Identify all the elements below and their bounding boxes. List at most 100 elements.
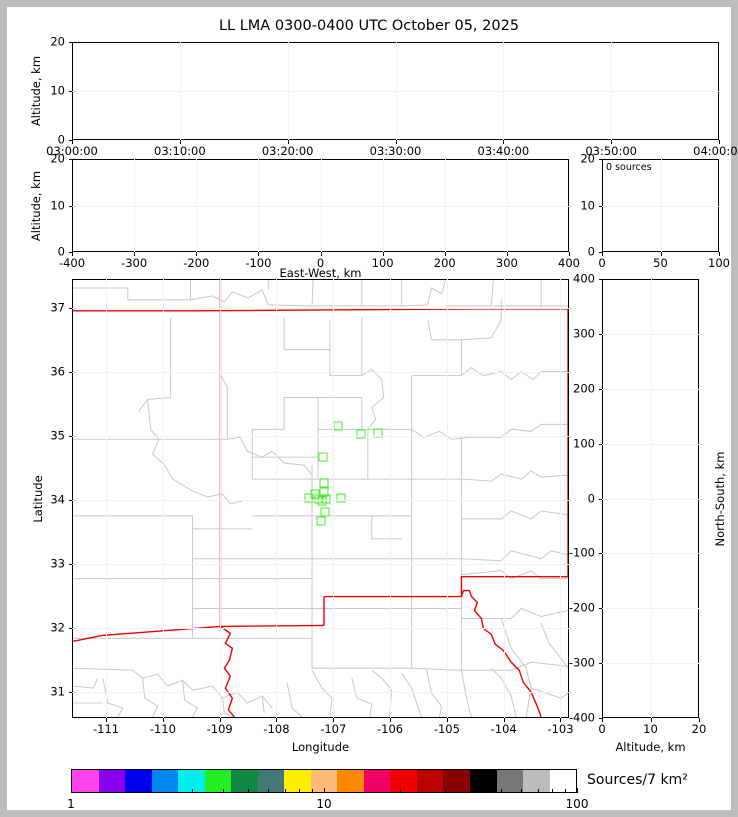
colorbar-tick-label: 1	[67, 797, 75, 811]
axis-tick-y	[68, 371, 72, 373]
source-marker	[321, 494, 331, 504]
axis-tick-y	[68, 500, 72, 502]
gridline-vertical	[276, 279, 278, 718]
axis-tick-x	[719, 140, 720, 144]
axis-tick-label-x: 04:00:00	[693, 144, 738, 158]
axis-tick-y	[68, 140, 72, 141]
axis-tick-label-y: 100	[573, 435, 595, 450]
colorbar-minor-tick	[147, 789, 149, 793]
axis-tick-x	[569, 252, 570, 256]
axis-tick-label-x: -200	[183, 256, 210, 270]
colorbar-swatch	[363, 770, 391, 792]
axis-tick-label-x: -110	[149, 722, 176, 736]
axis-tick-x	[506, 252, 508, 256]
axis-tick-x	[660, 252, 662, 256]
axis-tick-x	[446, 718, 448, 722]
gridline-vertical	[390, 279, 392, 718]
source-marker	[318, 452, 328, 462]
colorbar-major-tick	[324, 788, 325, 793]
axis-tick-label-y: 10	[50, 83, 65, 98]
axis-tick-label-x: -100	[245, 256, 272, 270]
gridline-horizontal	[602, 663, 699, 665]
axis-tick-label-x: 03:10:00	[154, 144, 206, 158]
axis-tick-label-x: 0	[598, 256, 606, 270]
axis-tick-label-x: -108	[263, 722, 290, 736]
axis-tick-y	[598, 718, 602, 719]
colorbar-minor-tick	[444, 789, 446, 793]
gridline-horizontal	[72, 307, 569, 309]
gridline-vertical	[446, 279, 448, 718]
gridline-horizontal	[602, 388, 699, 390]
colorbar-swatch	[469, 770, 497, 792]
axis-tick-label-x: 10	[643, 722, 658, 736]
axis-tick-x	[382, 252, 384, 256]
axis-tick-label-y: 0	[57, 244, 65, 259]
axis-tick-x	[444, 252, 446, 256]
colorbar-minor-tick	[476, 789, 478, 793]
gridline-horizontal	[72, 628, 569, 630]
colorbar-minor-tick	[537, 789, 539, 793]
axis-tick-label-y: 33	[50, 556, 65, 571]
gridline-horizontal	[602, 553, 699, 555]
page-title: LL LMA 0300-0400 UTC October 05, 2025	[218, 18, 520, 34]
gridline-vertical	[503, 279, 505, 718]
axis-tick-x	[333, 718, 335, 722]
colorbar-tick-label: 100	[565, 797, 589, 811]
axis-tick-label-y: -100	[568, 545, 595, 560]
axis-tick-x	[72, 140, 73, 144]
colorbar-swatch	[549, 770, 577, 792]
axis-tick-label-x: -111	[93, 722, 120, 736]
axis-tick-x	[72, 252, 73, 256]
colorbar-major-tick	[577, 788, 578, 793]
gridline-vertical	[106, 279, 108, 718]
axis-tick-x	[602, 252, 603, 256]
axis-tick-label-x: 100	[371, 256, 394, 270]
colorbar-swatch	[125, 770, 152, 792]
axis-tick-label-y: -400	[568, 710, 595, 725]
axis-tick-x	[196, 252, 198, 256]
axis-tick-x	[219, 718, 221, 722]
colorbar-minor-tick	[223, 789, 225, 793]
colorbar-minor-tick	[299, 789, 301, 793]
axis-tick-y	[598, 159, 602, 160]
axis-tick-x	[503, 140, 505, 144]
colorbar-minor-tick	[247, 789, 249, 793]
gridline-horizontal	[602, 608, 699, 610]
colorbar-label: Sources/7 km²	[587, 772, 688, 788]
axis-tick-label-x: 20	[691, 722, 707, 736]
axis-tick-label-x: 400	[558, 256, 580, 270]
axis-tick-label-x: 200	[433, 256, 456, 270]
source-marker	[319, 487, 329, 497]
axis-tick-y	[68, 159, 72, 160]
axis-tick-label-x: 50	[653, 256, 668, 270]
axis-label-y: Altitude, km	[29, 55, 43, 127]
colorbar-swatch	[416, 770, 444, 792]
gridline-horizontal	[72, 564, 569, 566]
colorbar[interactable]	[71, 769, 577, 793]
axis-label-x: East-West, km	[279, 266, 362, 280]
axis-tick-label-x: -103	[547, 722, 574, 736]
colorbar-swatch	[72, 770, 99, 792]
axis-tick-y	[68, 91, 72, 92]
axis-tick-y	[598, 388, 602, 390]
colorbar-swatch	[496, 770, 524, 792]
gridline-horizontal	[72, 205, 569, 207]
colorbar-minor-tick	[520, 789, 522, 793]
source-marker	[373, 428, 383, 438]
axis-tick-y	[68, 628, 72, 630]
axis-tick-x	[560, 718, 562, 722]
axis-tick-label-y: 37	[50, 300, 65, 315]
axis-tick-y	[68, 205, 72, 207]
axis-tick-x	[258, 252, 260, 256]
axis-tick-label-y: 20	[50, 151, 65, 166]
colorbar-minor-tick	[191, 789, 193, 793]
colorbar-tick-label: 10	[316, 797, 332, 811]
axis-tick-label-x: 0	[316, 256, 325, 270]
axis-tick-x	[162, 718, 164, 722]
axis-tick-x	[390, 718, 392, 722]
axis-tick-label-y: 34	[50, 492, 65, 507]
colorbar-minor-tick	[267, 789, 269, 793]
axis-tick-label-x: 300	[495, 256, 518, 270]
axis-tick-label-x: 03:30:00	[369, 144, 422, 158]
axis-tick-label-y: 200	[573, 381, 595, 395]
